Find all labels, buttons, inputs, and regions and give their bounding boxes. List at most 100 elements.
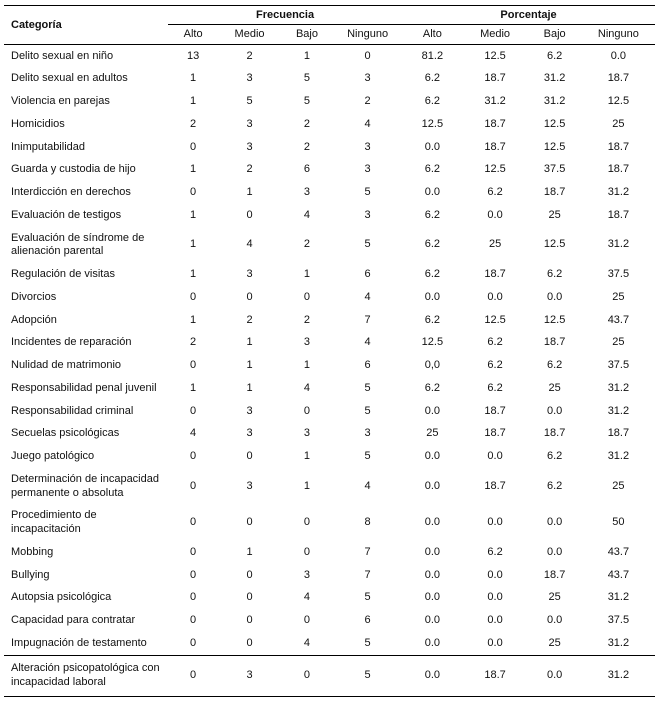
- sub-header-row: Alto Medio Bajo Ninguno Alto Medio Bajo Ninguno: [4, 24, 655, 45]
- value-cell: 3: [218, 655, 281, 696]
- value-cell: 0: [364, 49, 371, 62]
- category-cell: Nulidad de matrimonio: [11, 359, 122, 371]
- value-cell: 37.5: [543, 163, 566, 176]
- value-cell: 3: [364, 163, 371, 176]
- sub-header-bajo-frecuencia: Bajo: [280, 24, 334, 45]
- value-cell: 6.2: [424, 381, 441, 394]
- value-cell: 4: [364, 290, 371, 303]
- value-cell: 2: [303, 238, 311, 251]
- value-cell: 0.0: [424, 545, 441, 558]
- value-cell: 2: [190, 336, 197, 349]
- value-cell: 6.2: [487, 359, 503, 371]
- value-cell: 31.2: [581, 655, 655, 696]
- table-body: Delito sexual en niño 13 2 1 0 81.2 12.5 6.2 0.0…: [4, 45, 655, 696]
- value-cell: 0: [303, 516, 311, 529]
- value-cell: 0: [246, 516, 253, 529]
- value-cell: 18.7: [484, 404, 506, 417]
- value-cell: 3: [246, 117, 253, 130]
- value-cell: 0: [168, 655, 219, 696]
- value-cell: 18.7: [484, 117, 506, 130]
- value-cell: 6: [364, 614, 371, 626]
- value-cell: 6: [364, 359, 371, 371]
- value-cell: 18.7: [484, 72, 506, 85]
- table-row: Secuelas psicológicas 4 3 3 3 25 18.7 18.7 18.7: [4, 423, 655, 446]
- table-row: Delito sexual en niño 13 2 1 0 81.2 12.5 6.2 0.0: [4, 45, 655, 68]
- value-cell: 25: [612, 117, 625, 130]
- value-cell: 6.2: [424, 72, 441, 85]
- value-cell: 12.5: [484, 49, 506, 62]
- value-cell: 43.7: [607, 568, 630, 581]
- value-cell: 1: [190, 72, 197, 85]
- value-cell: 4: [246, 238, 253, 251]
- value-cell: 18.7: [484, 140, 506, 153]
- category-cell: Delito sexual en niño: [11, 49, 114, 62]
- value-cell: 1: [190, 238, 197, 251]
- value-cell: 6.2: [546, 450, 563, 462]
- sub-header-ninguno-porcentaje: Ninguno: [581, 24, 655, 45]
- value-cell: 0.0: [424, 636, 441, 649]
- value-cell: 0.0: [424, 186, 441, 198]
- table-row: Mobbing 0 1 0 7 0.0 6.2 0.0 43.7: [4, 541, 655, 564]
- value-cell: 12.5: [484, 313, 506, 326]
- value-cell: 25: [548, 591, 561, 604]
- value-cell: 31.2: [607, 636, 630, 649]
- value-cell: 25: [548, 636, 561, 649]
- category-cell: Impugnación de testamento: [11, 636, 147, 649]
- table-row: Procedimiento de incapacitación 0 0 0 8 0.0 0.…: [4, 505, 655, 542]
- value-cell: 18.7: [484, 479, 506, 492]
- value-cell: 0: [246, 290, 253, 303]
- value-cell: 31.2: [607, 450, 630, 462]
- category-cell: Secuelas psicológicas: [11, 427, 120, 440]
- value-cell: 18.7: [484, 427, 506, 440]
- value-cell: 0: [190, 591, 197, 604]
- value-cell: 43.7: [607, 313, 630, 326]
- value-cell: 6: [364, 268, 371, 280]
- value-cell: 2: [303, 140, 311, 153]
- value-cell: 3: [246, 268, 253, 280]
- value-cell: 0: [246, 614, 253, 626]
- value-cell: 1: [303, 359, 311, 371]
- value-cell: 0: [303, 545, 311, 558]
- value-cell: 0.0: [487, 450, 503, 462]
- table-row: Evaluación de testigos 1 0 4 3 6.2 0.0 25 18.7: [4, 204, 655, 227]
- value-cell: 3: [246, 479, 253, 492]
- value-cell: 18.7: [607, 208, 630, 221]
- category-cell: Bullying: [11, 568, 50, 581]
- value-cell: 0.0: [546, 290, 563, 303]
- footer-table-row: Alteración psicopatológica con incapacid…: [4, 655, 655, 696]
- value-cell: 7: [364, 568, 371, 581]
- value-cell: 1: [246, 381, 253, 394]
- value-cell: 12.5: [421, 117, 444, 130]
- table-row: Responsabilidad penal juvenil 1 1 4 5 6.2 6.2 2…: [4, 377, 655, 400]
- value-cell: 0.0: [610, 49, 627, 62]
- value-cell: 12.5: [543, 313, 566, 326]
- table-row: Bullying 0 0 3 7 0.0 0.0 18.7 43.7: [4, 564, 655, 587]
- value-cell: 12.5: [543, 140, 566, 153]
- value-cell: 37.5: [607, 268, 630, 280]
- value-cell: 31.2: [607, 404, 630, 417]
- value-cell: 0.0: [424, 479, 441, 492]
- category-cell: Homicidios: [11, 117, 65, 130]
- value-cell: 2: [246, 163, 253, 176]
- value-cell: 43.7: [607, 545, 630, 558]
- value-cell: 3: [364, 140, 371, 153]
- value-cell: 6.2: [546, 479, 563, 492]
- table-row: Divorcios 0 0 0 4 0.0 0.0 0.0 25: [4, 286, 655, 309]
- value-cell: 0.0: [424, 516, 441, 529]
- value-cell: 37.5: [607, 359, 630, 371]
- category-cell: Violencia en parejas: [11, 95, 110, 107]
- value-cell: 12.5: [421, 336, 444, 349]
- value-cell: 3: [246, 140, 253, 153]
- value-cell: 0: [190, 404, 197, 417]
- value-cell: 0: [190, 636, 197, 649]
- value-cell: 0.0: [487, 568, 503, 581]
- value-cell: 0: [190, 545, 197, 558]
- value-cell: 6.2: [546, 268, 563, 280]
- table-row: Homicidios 2 3 2 4 12.5 18.7 12.5 25: [4, 113, 655, 136]
- table-row: Incidentes de reparación 2 1 3 4 12.5 6.2 18.7 2…: [4, 332, 655, 355]
- group-header-row: Categoría Frecuencia Porcentaje: [4, 5, 655, 45]
- value-cell: 1: [246, 545, 253, 558]
- value-cell: 0: [190, 359, 197, 371]
- category-cell: Adopción: [11, 313, 57, 326]
